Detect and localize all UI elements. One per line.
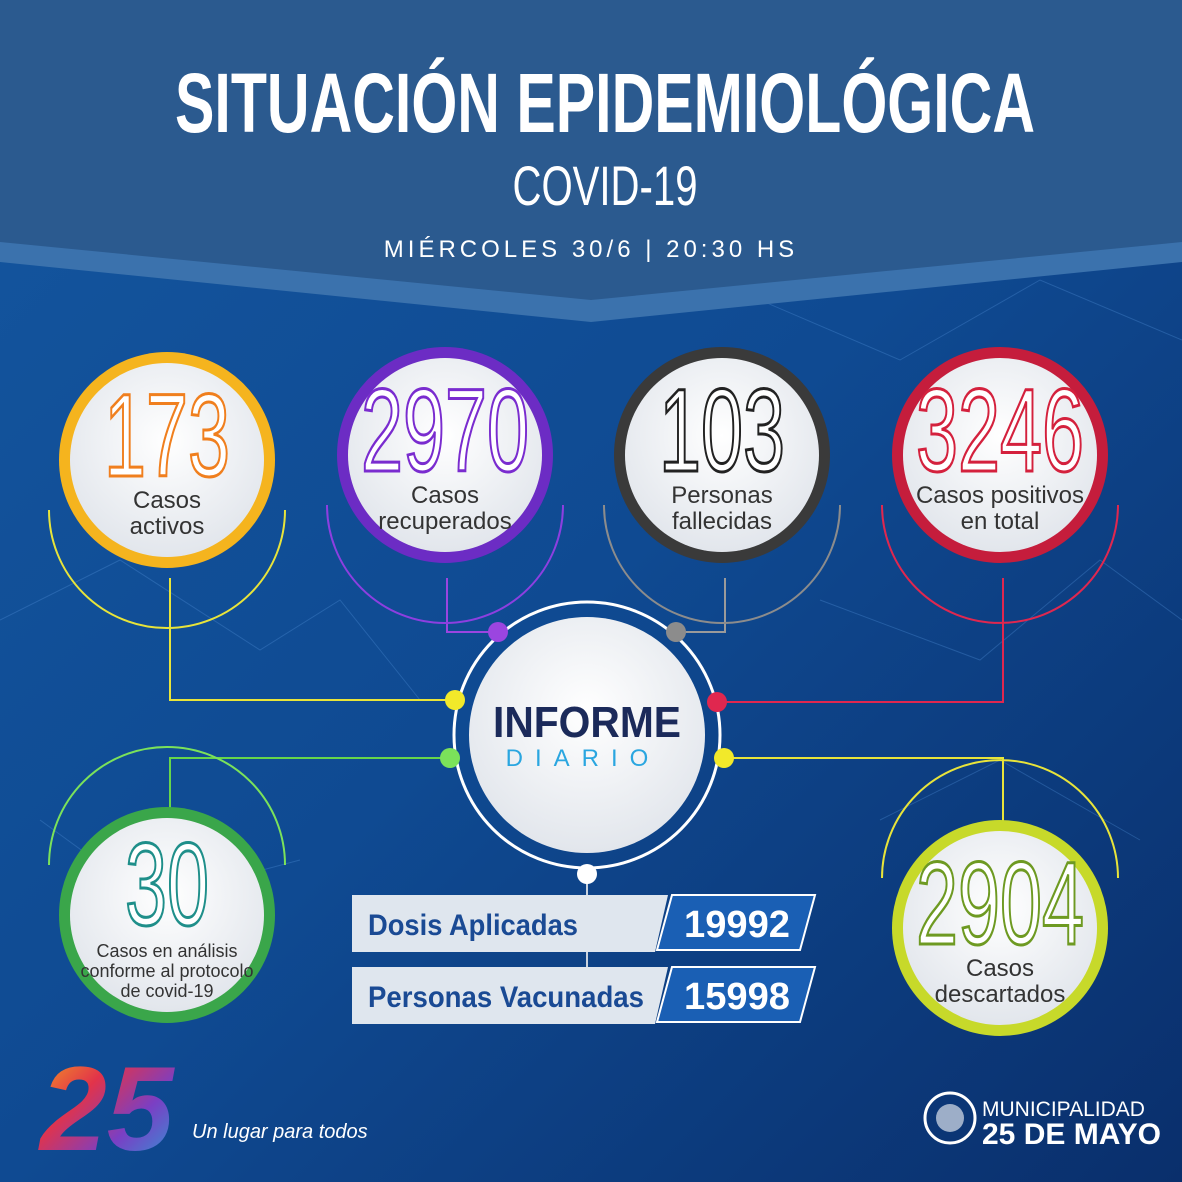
stat-label: conforme al protocolo (80, 961, 253, 981)
stat-arc (881, 759, 1119, 879)
stat-disc (903, 358, 1097, 552)
stat-arc (881, 504, 1119, 624)
date: MIÉRCOLES 30/6 | 20:30 HS (384, 236, 798, 263)
stat-value: 2970 (361, 365, 529, 497)
stat-label: Casos (966, 955, 1034, 982)
stat-value: 173 (104, 370, 230, 502)
stat-label: recuperados (378, 508, 511, 535)
vaccination: Dosis Aplicadas 19992 Personas Vacunadas 15… (352, 894, 817, 1024)
vaccination-panel (352, 967, 668, 1024)
stat-disc (903, 831, 1097, 1025)
stat-disc (70, 818, 264, 1012)
organization-line: MUNICIPALIDAD (982, 1098, 1145, 1121)
stat-label: activos (130, 513, 205, 540)
stat-label: Casos (133, 487, 201, 514)
vaccination-panel (352, 895, 668, 952)
tagline: Un lugar para todos (192, 1121, 368, 1143)
stat-label: de covid-19 (120, 981, 213, 1001)
connectors (169, 578, 1004, 985)
logo: 25 (38, 1042, 176, 1176)
vaccination-value: 19992 (684, 904, 790, 946)
stat-label: Casos (411, 482, 479, 509)
organization-name: 25 DE MAYO (982, 1118, 1161, 1151)
center-subtitle: DIARIO (506, 745, 661, 772)
vaccination-value-box (655, 894, 817, 951)
header-band (0, 0, 1182, 300)
stat-label: Personas (671, 482, 772, 509)
stat-value: 103 (659, 365, 785, 497)
stat-disc (348, 358, 542, 552)
center-disc (469, 617, 705, 853)
stat-arc (603, 504, 841, 624)
vaccination-value-box (655, 966, 817, 1023)
title: SITUACIÓN EPIDEMIOLÓGICA (175, 56, 1035, 150)
vaccination-label: Personas Vacunadas (368, 981, 644, 1014)
subtitle: COVID-19 (513, 154, 698, 217)
municipal-seal-inner (936, 1104, 964, 1132)
stat-arc (326, 504, 564, 624)
stat-label: en total (961, 508, 1040, 535)
stat-value: 3246 (916, 365, 1084, 497)
stat-arc (48, 746, 286, 866)
stat-label: Casos en análisis (96, 941, 237, 961)
stat-label: fallecidas (672, 508, 772, 535)
stat-disc (70, 363, 264, 557)
vaccination-label: Dosis Aplicadas (368, 909, 578, 942)
stats: 173Casosactivos2970Casosrecuperados103Pe… (48, 347, 1119, 1036)
stat-label: descartados (935, 981, 1066, 1008)
stat-arc (48, 509, 286, 629)
vaccination-value: 15998 (684, 976, 790, 1018)
municipal-seal (923, 1091, 977, 1145)
stat-value: 30 (125, 819, 209, 951)
center-title: INFORME (493, 698, 681, 747)
stat-disc (625, 358, 819, 552)
network-decoration (0, 279, 1182, 901)
connector-dots (440, 622, 734, 884)
stat-label: Casos positivos (916, 482, 1084, 509)
stat-value: 2904 (916, 838, 1084, 970)
